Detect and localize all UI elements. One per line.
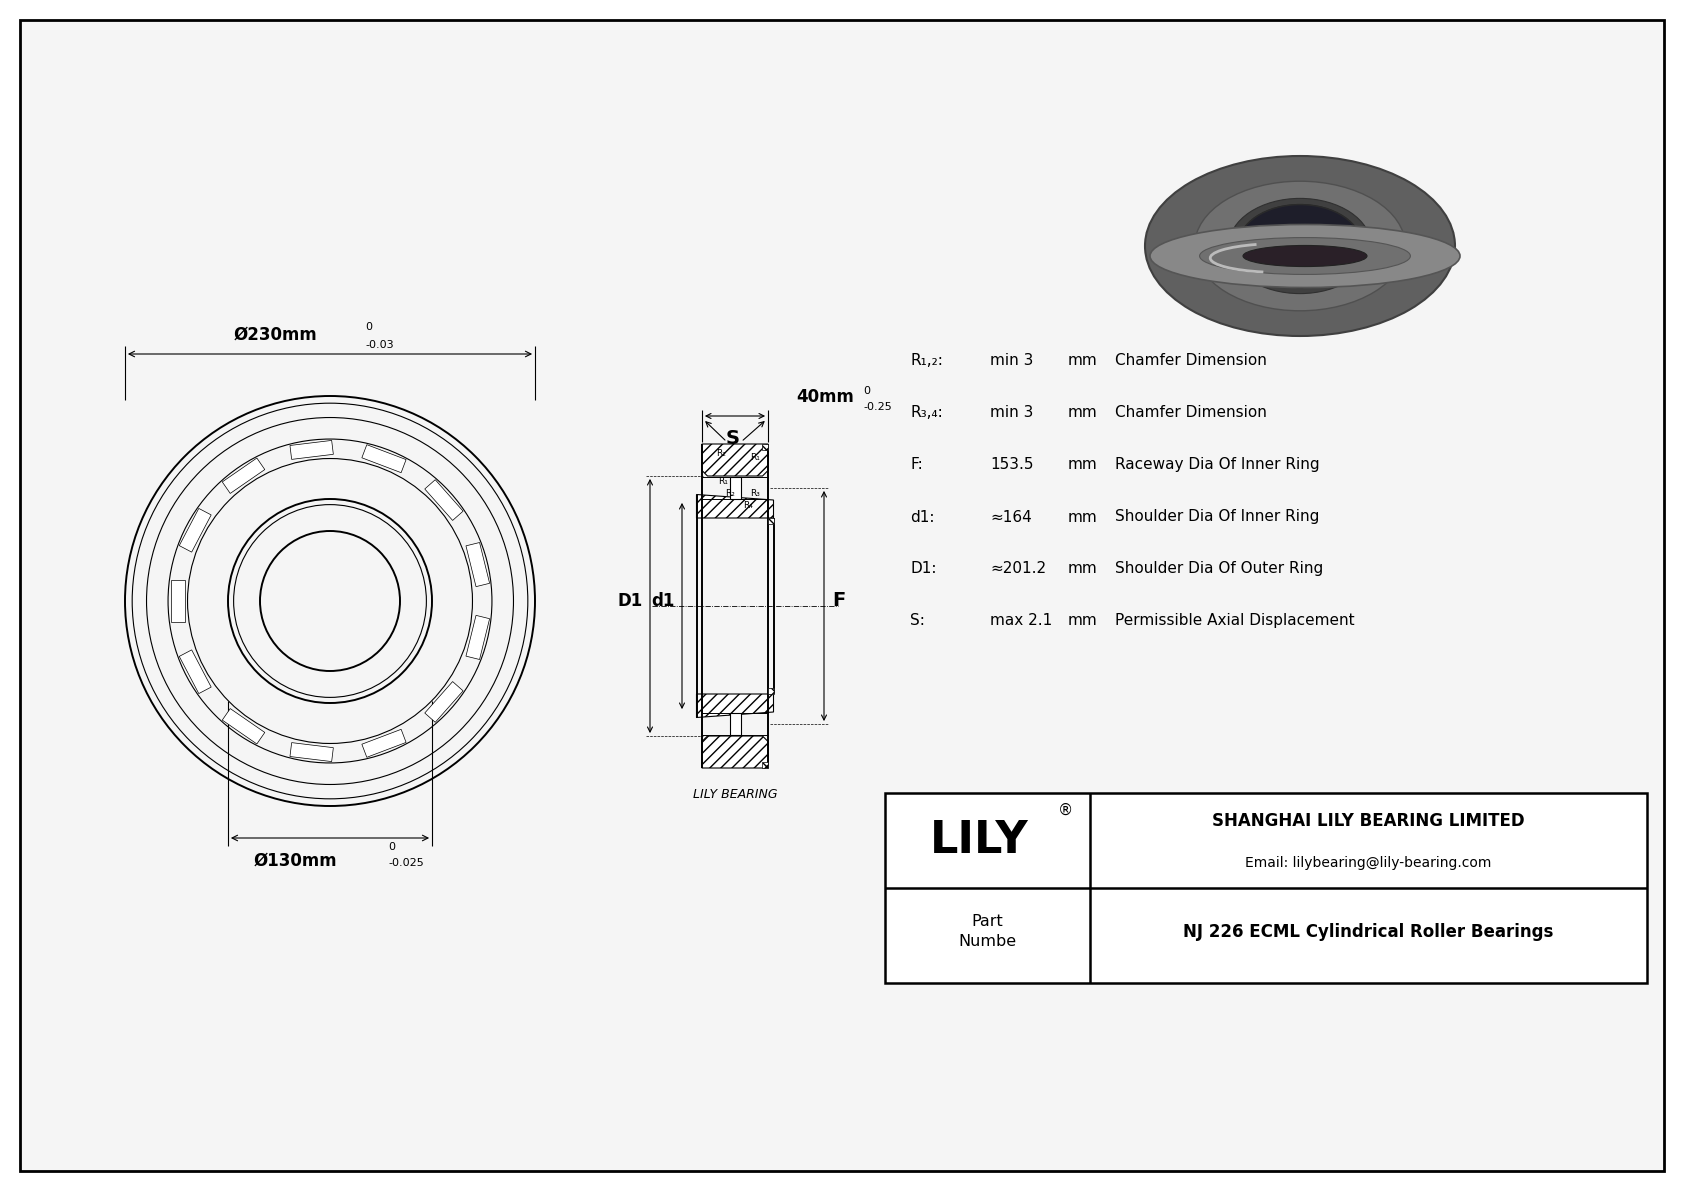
Text: Chamfer Dimension: Chamfer Dimension <box>1115 354 1266 368</box>
Text: NJ 226 ECML Cylindrical Roller Bearings: NJ 226 ECML Cylindrical Roller Bearings <box>1184 923 1554 941</box>
Text: R₃,₄:: R₃,₄: <box>909 405 943 420</box>
Polygon shape <box>179 509 210 553</box>
Polygon shape <box>290 441 333 460</box>
Text: Ø130mm: Ø130mm <box>253 852 337 869</box>
Polygon shape <box>290 743 333 761</box>
Bar <box>768 518 773 524</box>
Text: D1:: D1: <box>909 561 936 576</box>
Text: min 3: min 3 <box>990 405 1034 420</box>
Text: -0.25: -0.25 <box>862 403 893 412</box>
Polygon shape <box>697 694 773 717</box>
Polygon shape <box>362 729 406 757</box>
Text: R₂: R₂ <box>716 449 726 459</box>
Text: Raceway Dia Of Inner Ring: Raceway Dia Of Inner Ring <box>1115 457 1320 473</box>
Text: mm: mm <box>1068 354 1098 368</box>
Ellipse shape <box>1229 199 1371 294</box>
Text: mm: mm <box>1068 510 1098 524</box>
Text: mm: mm <box>1068 561 1098 576</box>
Bar <box>761 444 768 450</box>
Polygon shape <box>222 709 264 744</box>
Text: -0.03: -0.03 <box>365 339 394 350</box>
Text: Part
Numbe: Part Numbe <box>958 915 1017 949</box>
Text: mm: mm <box>1068 457 1098 473</box>
Text: ≈201.2: ≈201.2 <box>990 561 1046 576</box>
Bar <box>729 478 741 499</box>
Text: -0.025: -0.025 <box>387 858 424 868</box>
Bar <box>886 793 1647 983</box>
Ellipse shape <box>1243 245 1367 267</box>
Text: Email: lilybearing@lily-bearing.com: Email: lilybearing@lily-bearing.com <box>1244 856 1492 871</box>
Text: R₁: R₁ <box>749 453 759 461</box>
Bar <box>729 713 741 735</box>
Text: Permissible Axial Displacement: Permissible Axial Displacement <box>1115 613 1354 629</box>
Ellipse shape <box>1145 156 1455 336</box>
Polygon shape <box>222 459 264 493</box>
Text: D1: D1 <box>618 592 643 610</box>
Text: F:: F: <box>909 457 923 473</box>
Text: Shoulder Dia Of Inner Ring: Shoulder Dia Of Inner Ring <box>1115 510 1319 524</box>
Polygon shape <box>702 736 768 768</box>
Text: 0: 0 <box>862 386 871 395</box>
Ellipse shape <box>1194 181 1406 311</box>
Text: mm: mm <box>1068 405 1098 420</box>
Text: Chamfer Dimension: Chamfer Dimension <box>1115 405 1266 420</box>
Text: R₁: R₁ <box>717 478 727 486</box>
Text: 153.5: 153.5 <box>990 457 1034 473</box>
Text: mm: mm <box>1068 613 1098 629</box>
Text: ≈164: ≈164 <box>990 510 1032 524</box>
Polygon shape <box>697 494 773 518</box>
Text: d1: d1 <box>652 592 675 610</box>
Text: S:: S: <box>909 613 925 629</box>
Text: LILY BEARING: LILY BEARING <box>692 788 778 802</box>
Text: min 3: min 3 <box>990 354 1034 368</box>
Text: 40mm: 40mm <box>797 388 854 406</box>
Ellipse shape <box>1150 224 1460 287</box>
Bar <box>768 688 773 694</box>
Polygon shape <box>362 444 406 473</box>
Polygon shape <box>424 480 463 520</box>
Ellipse shape <box>1199 237 1411 274</box>
Text: R₂: R₂ <box>726 490 734 499</box>
Text: LILY: LILY <box>930 819 1029 862</box>
Polygon shape <box>179 650 210 693</box>
Text: R₃: R₃ <box>749 490 759 499</box>
Text: R₁,₂:: R₁,₂: <box>909 354 943 368</box>
Polygon shape <box>170 580 185 622</box>
Polygon shape <box>466 616 490 660</box>
Polygon shape <box>466 543 490 587</box>
Ellipse shape <box>1238 205 1362 287</box>
Text: 0: 0 <box>365 322 372 332</box>
Text: d1:: d1: <box>909 510 935 524</box>
Ellipse shape <box>1238 205 1362 287</box>
Text: S: S <box>726 429 739 448</box>
Text: max 2.1: max 2.1 <box>990 613 1052 629</box>
Text: ®: ® <box>1058 803 1073 818</box>
Text: F: F <box>832 592 845 611</box>
Bar <box>761 762 768 768</box>
Polygon shape <box>424 681 463 722</box>
Text: 0: 0 <box>387 842 396 852</box>
Text: Ø230mm: Ø230mm <box>232 326 317 344</box>
Text: R₄: R₄ <box>743 501 753 511</box>
Polygon shape <box>702 444 768 476</box>
Text: SHANGHAI LILY BEARING LIMITED: SHANGHAI LILY BEARING LIMITED <box>1212 812 1524 830</box>
Text: Shoulder Dia Of Outer Ring: Shoulder Dia Of Outer Ring <box>1115 561 1324 576</box>
